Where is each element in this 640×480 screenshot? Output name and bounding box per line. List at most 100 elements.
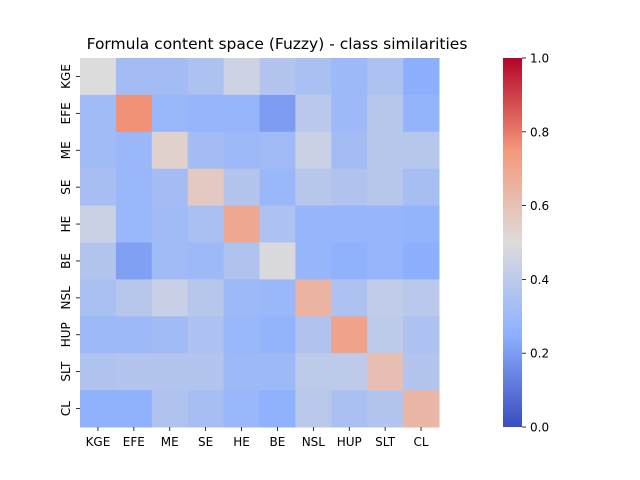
heatmap-cell [151,131,189,170]
heatmap-cell [151,279,189,317]
heatmap-cell [151,390,189,428]
y-tick-label: SLT [59,361,73,382]
heatmap-cell [259,390,296,428]
heatmap-cell [151,205,189,243]
x-tick-label: HE [233,435,250,449]
heatmap-cell [115,316,153,354]
y-tick-label: CL [59,401,73,416]
heatmap-cell [367,353,404,391]
heatmap-cell [151,316,189,354]
heatmap-cell [331,94,368,133]
heatmap-cell [367,390,404,428]
x-axis-ticks: KGE EFE ME SE HE BE NSL HUP SLT CL [86,427,429,449]
heatmap-cell [151,353,189,391]
x-tick-label: SE [198,435,213,449]
heatmap-cell [367,205,404,243]
x-tick-label: ME [161,435,179,449]
heatmap-cell [295,316,332,354]
heatmap-cell [259,58,296,96]
colorbar-tick-label: 0.8 [530,125,549,139]
heatmap-cell [295,131,332,170]
heatmap-cell [187,205,225,243]
y-tick-label: SE [59,180,73,195]
heatmap-cell [187,131,225,170]
y-tick-label: NSL [59,286,73,310]
heatmap-cell [115,58,153,96]
heatmap-cell [331,242,368,280]
heatmap-cell [115,242,153,280]
heatmap-cell [259,205,296,243]
heatmap-cell [331,131,368,170]
heatmap-cell [367,279,404,317]
y-tick-label: BE [59,253,73,269]
y-axis-ticks: KGE EFE ME SE HE BE NSL HUP SLT CL [59,64,80,416]
heatmap-cell [403,58,440,96]
heatmap-cell [115,94,153,133]
x-tick-label: KGE [86,435,111,449]
heatmap-cell [187,94,225,133]
heatmap-cell [80,390,117,428]
heatmap-cell [80,242,117,280]
heatmap-cell [80,316,117,354]
heatmap-cell [187,316,225,354]
x-tick-label: SLT [375,435,396,449]
heatmap-cell [331,205,368,243]
heatmap-cell [80,131,117,170]
heatmap-cell [115,205,153,243]
heatmap-cell [115,353,153,391]
heatmap-cell [223,316,260,354]
x-tick-label: HUP [337,435,362,449]
x-tick-label: BE [270,435,286,449]
colorbar-tick-label: 0.4 [530,273,549,287]
colorbar-tick-label: 1.0 [530,52,549,66]
heatmap-cell [331,353,368,391]
colorbar-tick-label: 0.0 [530,421,549,435]
y-tick-label: ME [59,141,73,159]
heatmap-cell [295,168,332,207]
heatmap-cell [223,168,260,207]
y-tick-label: EFE [59,102,73,124]
heatmap-cell [331,168,368,207]
heatmap-cell [403,390,440,428]
heatmap-cell [187,279,225,317]
heatmap-cell [223,390,260,428]
y-tick-label: KGE [59,64,73,89]
heatmap-cell [295,353,332,391]
heatmap-cell [367,168,404,207]
heatmap-cell [115,279,153,317]
heatmap-cell [403,279,440,317]
heatmap-cell [367,58,404,96]
heatmap-cell [403,168,440,207]
heatmap-cell [295,58,332,96]
heatmap-cell [295,205,332,243]
heatmap-cell [403,131,440,170]
heatmap-cell [367,131,404,170]
heatmap-cell [151,58,189,96]
heatmap-cell [187,353,225,391]
heatmap-cell [367,242,404,280]
heatmap-cell [331,316,368,354]
heatmap-cell [223,205,260,243]
heatmap-cell [259,131,296,170]
colorbar-ticks: 0.0 0.2 0.4 0.6 0.8 1.0 [522,52,549,435]
heatmap-cell [115,168,153,207]
heatmap-cell [295,242,332,280]
heatmap-cell [187,58,225,96]
heatmap-cell [80,353,117,391]
heatmap-cell [151,168,189,207]
heatmap-cell [259,353,296,391]
heatmap-cell [403,242,440,280]
heatmap-cell [223,242,260,280]
heatmap-cell [331,58,368,96]
heatmap-cell [223,131,260,170]
heatmap-cell [115,390,153,428]
heatmap-cell [403,205,440,243]
heatmap-cells [80,58,440,428]
heatmap-cell [259,279,296,317]
heatmap-cell [80,168,117,207]
heatmap-cell [151,94,189,133]
x-tick-label: NSL [302,435,326,449]
heatmap-cell [403,316,440,354]
heatmap-cell [259,168,296,207]
